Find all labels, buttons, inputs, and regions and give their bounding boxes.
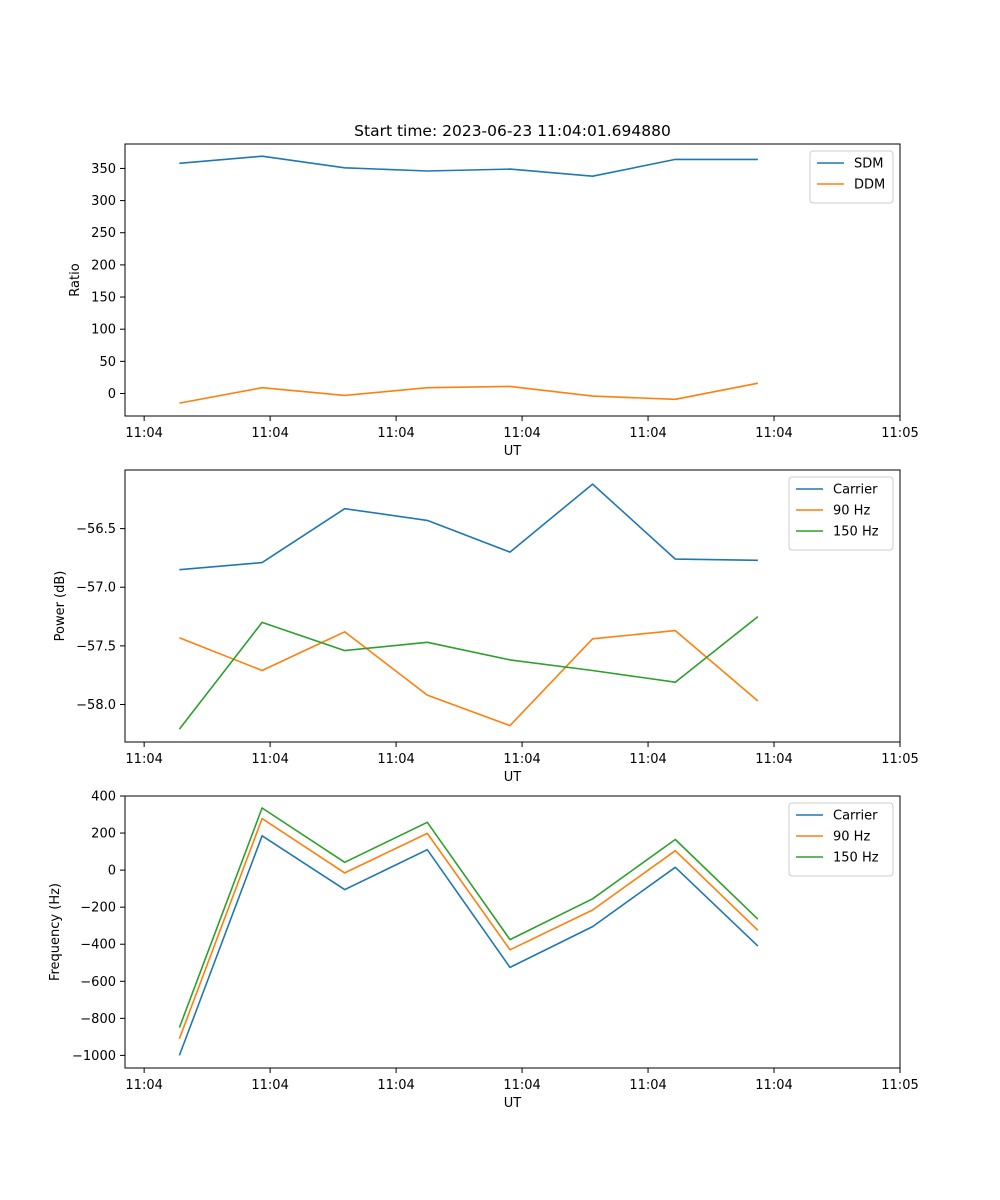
y-tick-label: 200	[91, 258, 116, 273]
x-tick-label: 11:04	[503, 426, 540, 441]
y-tick-label: 100	[91, 323, 116, 338]
legend-entry: DDM	[854, 178, 885, 193]
plot-frame	[124, 469, 901, 743]
x-tick-label: 11:04	[125, 752, 162, 767]
y-tick-label: −56.5	[76, 522, 116, 537]
legend-entry: 150 Hz	[833, 851, 879, 866]
x-tick-label: 11:04	[755, 752, 792, 767]
y-tick-label: −200	[80, 901, 116, 916]
legend: Carrier 90 Hz 150 Hz	[788, 802, 894, 877]
x-tick-label: 11:04	[377, 426, 414, 441]
series-line-2	[179, 382, 759, 404]
y-tick-label: 400	[91, 790, 116, 805]
series-line-3	[178, 807, 759, 1028]
x-axis-label: UT	[504, 770, 522, 785]
y-tick-label: 250	[91, 226, 116, 241]
chart-panel-1: 11:04 11:04 11:04 11:04 11:04 11:04 11:05 0 50 10…	[68, 122, 919, 459]
x-tick-label: 11:04	[251, 752, 288, 767]
x-tick-label: 11:04	[755, 1078, 792, 1093]
y-tick-label: −58.0	[76, 698, 116, 713]
y-axis-label: Frequency (Hz)	[48, 883, 63, 981]
y-axis-label: Ratio	[68, 263, 83, 296]
legend-entry: SDM	[854, 157, 883, 172]
x-tick-label: 11:04	[377, 1078, 414, 1093]
x-axis-label: UT	[504, 444, 522, 459]
x-tick-label: 11:04	[629, 1078, 666, 1093]
legend-entry: 90 Hz	[833, 504, 870, 519]
chart-title: Start time: 2023-06-23 11:04:01.694880	[354, 122, 671, 140]
series-line-3	[178, 615, 759, 730]
legend-entry: Carrier	[833, 483, 878, 498]
x-tick-label: 11:04	[503, 1078, 540, 1093]
series-line-1	[179, 483, 758, 571]
y-tick-label: 50	[99, 355, 116, 370]
legend-entry: 90 Hz	[833, 830, 870, 845]
x-tick-label: 11:05	[881, 1078, 918, 1093]
legend-box	[809, 150, 894, 204]
series-line-2	[178, 817, 759, 1039]
y-tick-label: 300	[91, 194, 116, 209]
x-tick-label: 11:05	[881, 426, 918, 441]
legend-entry: Carrier	[833, 809, 878, 824]
x-tick-label: 11:05	[881, 752, 918, 767]
chart-panel-2: 11:04 11:04 11:04 11:04 11:04 11:04 11:05 −58.0…	[53, 469, 919, 785]
y-tick-label: −800	[80, 1012, 116, 1027]
y-tick-label: −57.0	[76, 581, 116, 596]
x-tick-label: 11:04	[251, 426, 288, 441]
x-tick-label: 11:04	[125, 1078, 162, 1093]
x-tick-label: 11:04	[503, 752, 540, 767]
x-tick-label: 11:04	[629, 752, 666, 767]
legend: SDM DDM	[809, 150, 894, 204]
y-tick-label: −600	[80, 975, 116, 990]
y-tick-label: −57.5	[76, 639, 116, 654]
x-tick-label: 11:04	[377, 752, 414, 767]
x-tick-label: 11:04	[125, 426, 162, 441]
x-tick-label: 11:04	[755, 426, 792, 441]
y-tick-label: −1000	[72, 1049, 116, 1064]
y-tick-label: 0	[108, 387, 116, 402]
plot-frame	[124, 795, 901, 1069]
plot-frame	[124, 143, 901, 417]
chart-panel-3: 11:04 11:04 11:04 11:04 11:04 11:04 11:05 −1000…	[48, 790, 919, 1112]
y-tick-label: 0	[108, 864, 116, 879]
x-tick-label: 11:04	[629, 426, 666, 441]
y-tick-label: 200	[91, 827, 116, 842]
x-tick-label: 11:04	[251, 1078, 288, 1093]
y-tick-label: −400	[80, 938, 116, 953]
y-axis-label: Power (dB)	[53, 571, 68, 642]
series-line-2	[179, 629, 759, 727]
x-axis-label: UT	[504, 1096, 522, 1111]
series-line-1	[178, 834, 759, 1056]
series-line-1	[179, 155, 758, 177]
legend: Carrier 90 Hz 150 Hz	[788, 476, 894, 551]
legend-entry: 150 Hz	[833, 525, 879, 540]
y-tick-label: 150	[91, 291, 116, 306]
y-tick-label: 350	[91, 162, 116, 177]
